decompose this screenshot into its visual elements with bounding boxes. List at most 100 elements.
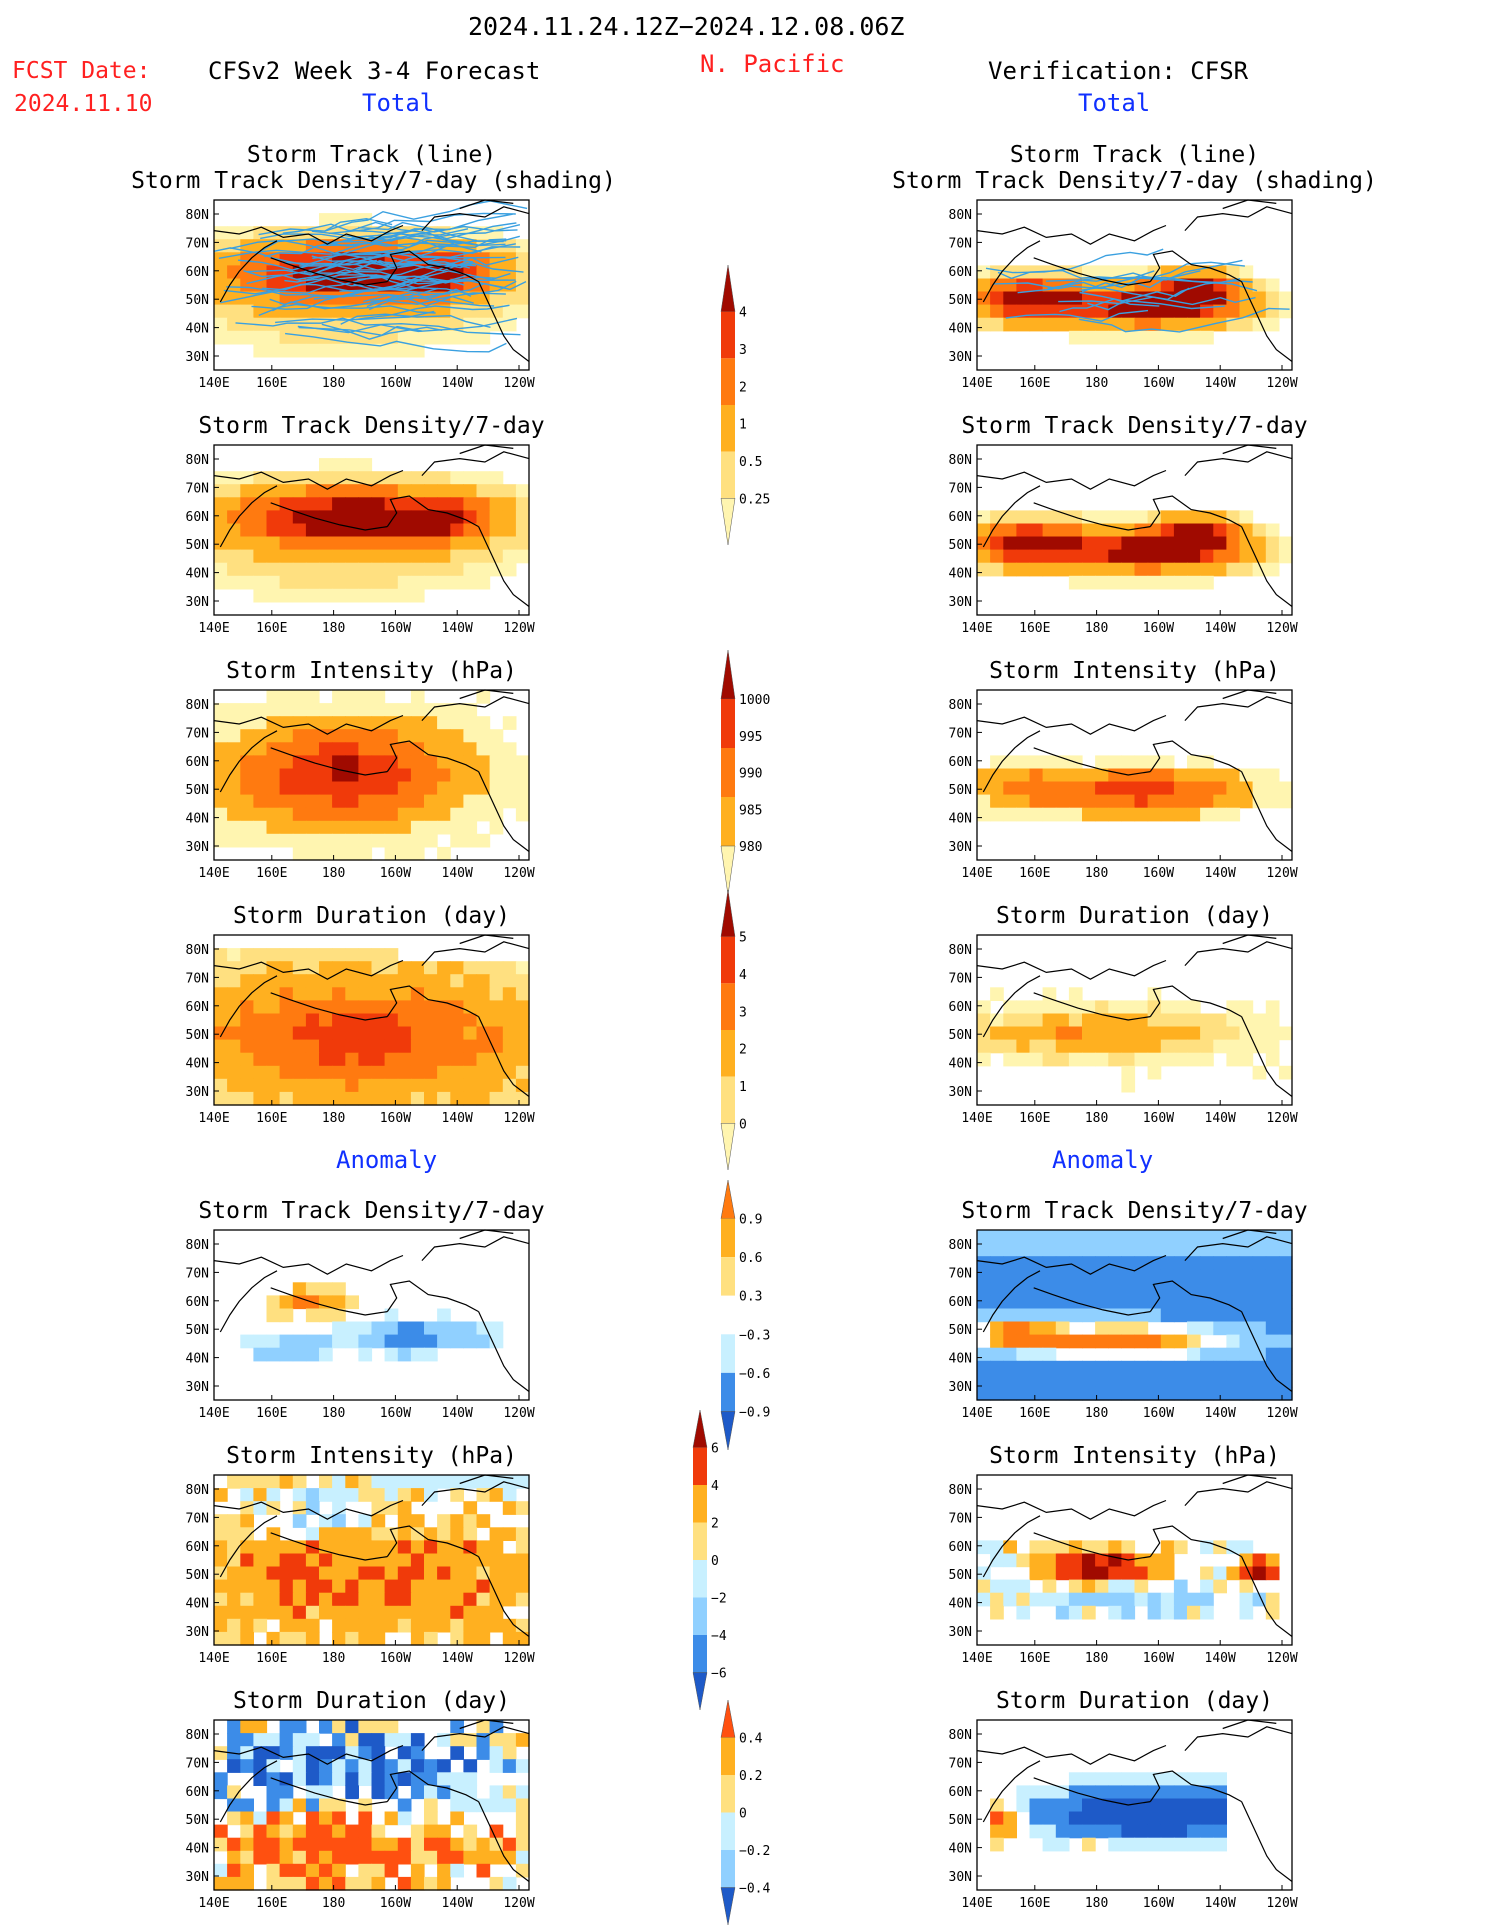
grid-cell	[345, 1540, 359, 1555]
lon-label: 140W	[1205, 1896, 1236, 1911]
grid-cell	[990, 1553, 1004, 1568]
grid-cell	[1265, 278, 1280, 293]
grid-cell	[214, 807, 228, 822]
grid-cell	[1239, 1282, 1254, 1296]
lat-label: 80N	[949, 1483, 972, 1498]
colorbar-end	[692, 1672, 708, 1711]
grid-cell	[990, 1605, 1004, 1620]
grid-cell	[305, 252, 320, 266]
grid-cell	[515, 291, 530, 306]
lon-label: 140E	[198, 1406, 229, 1421]
lat-label: 70N	[186, 236, 209, 251]
grid-cell	[253, 1026, 268, 1041]
grid-cell	[397, 1605, 412, 1620]
grid-cell	[489, 1824, 504, 1839]
grid-cell	[227, 742, 241, 756]
grid-cell	[397, 1039, 412, 1054]
grid-cell	[502, 742, 517, 756]
grid-cell	[1239, 1026, 1254, 1041]
grid-cell	[463, 1334, 478, 1349]
grid-cell	[345, 807, 359, 822]
lat-label: 40N	[186, 812, 209, 827]
grid-cell	[450, 471, 464, 485]
grid-cell	[292, 343, 307, 358]
grid-cell	[227, 1026, 241, 1041]
grid-cell	[358, 1733, 373, 1747]
grid-cell	[1055, 523, 1070, 538]
grid-cell	[358, 1811, 373, 1826]
grid-cell	[990, 523, 1004, 538]
grid-cell	[319, 497, 333, 511]
grid-cell	[1213, 1243, 1227, 1257]
grid-cell	[1265, 1360, 1280, 1375]
grid-cell	[424, 820, 438, 835]
grid-cell	[450, 1488, 464, 1502]
grid-cell	[1108, 781, 1122, 796]
grid-cell	[450, 807, 464, 822]
grid-cell	[332, 213, 346, 227]
grid-cell	[305, 484, 320, 498]
coastline	[213, 1254, 404, 1275]
grid-cell	[279, 794, 294, 809]
grid-cell	[397, 1733, 412, 1747]
grid-cell	[1187, 1308, 1201, 1323]
storm-track-line	[366, 288, 472, 308]
grid-cell	[1082, 304, 1096, 319]
grid-cell	[1121, 1256, 1136, 1270]
grid-cell	[319, 846, 333, 861]
grid-cell	[397, 588, 412, 603]
grid-cell	[1187, 1295, 1201, 1310]
grid-cell	[1108, 523, 1122, 538]
grid-cell	[345, 588, 359, 603]
panel-title-vf-intensity-0: Storm Intensity (hPa)	[989, 658, 1280, 684]
grid-cell	[1187, 1282, 1201, 1296]
grid-cell	[502, 755, 517, 770]
grid-cell	[476, 510, 491, 525]
grid-cell	[1108, 1013, 1122, 1028]
grid-cell	[410, 1321, 425, 1336]
grid-cell	[1173, 1798, 1188, 1813]
lat-label: 40N	[949, 1842, 972, 1857]
grid-cell	[1068, 1013, 1083, 1028]
grid-cell	[358, 1000, 373, 1015]
grid-cell	[1200, 1256, 1214, 1270]
grid-cell	[1160, 1308, 1175, 1323]
grid-cell	[1213, 523, 1227, 538]
grid-cell	[292, 1052, 307, 1067]
grid-cell	[253, 948, 268, 962]
grid-cell	[463, 1039, 478, 1054]
grid-cell	[502, 510, 517, 525]
grid-cell	[240, 820, 254, 835]
grid-cell	[253, 1592, 268, 1607]
grid-cell	[1016, 1052, 1031, 1067]
grid-cell	[371, 974, 386, 988]
grid-cell	[977, 523, 991, 538]
grid-cell	[1265, 1373, 1280, 1388]
grid-cell	[1278, 1308, 1293, 1323]
grid-cell	[345, 1759, 359, 1773]
panel-title-vf-anom-intensity-0: Storm Intensity (hPa)	[989, 1443, 1280, 1469]
lat-label: 40N	[186, 1597, 209, 1612]
grid-cell	[227, 1091, 241, 1106]
grid-cell	[1055, 1553, 1070, 1568]
storm-track-line	[324, 200, 528, 232]
storm-track-line	[226, 275, 427, 294]
grid-cell	[463, 471, 478, 485]
grid-cell	[240, 497, 254, 511]
grid-cell	[292, 1605, 307, 1620]
grid-cell	[990, 510, 1004, 525]
grid-cell	[1226, 1321, 1241, 1336]
grid-cell	[332, 1488, 346, 1502]
grid-cell	[319, 1475, 333, 1489]
grid-cell	[1121, 1811, 1136, 1826]
colorbar-segment	[721, 1257, 735, 1296]
grid-cell	[332, 343, 346, 358]
grid-cell	[502, 1631, 517, 1646]
grid-cell	[279, 1837, 294, 1852]
grid-cell	[1095, 562, 1109, 577]
colorbar-tick-label: 3	[739, 1005, 747, 1020]
grid-cell	[371, 781, 386, 796]
grid-cell	[279, 471, 294, 485]
grid-cell	[305, 948, 320, 962]
